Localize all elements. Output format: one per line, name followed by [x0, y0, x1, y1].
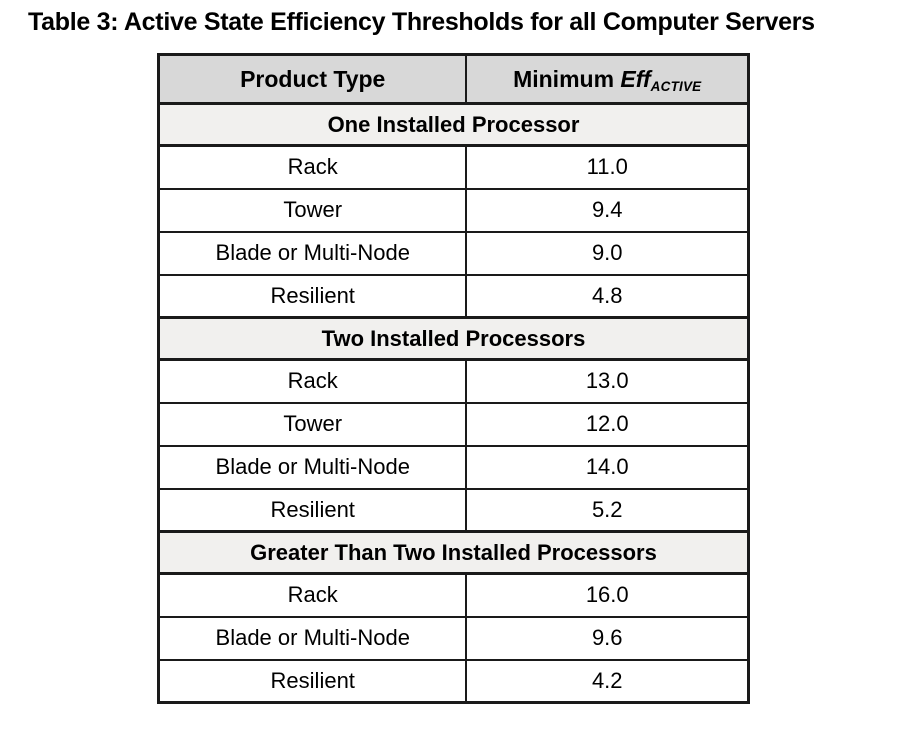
minimum-eff-value-cell: 12.0 — [465, 401, 750, 447]
product-type-cell: Rack — [157, 144, 468, 190]
product-type-cell: Blade or Multi-Node — [157, 615, 468, 661]
minimum-eff-value-cell: 9.4 — [465, 187, 750, 233]
page-title: Table 3: Active State Efficiency Thresho… — [28, 8, 815, 36]
section-header-row: One Installed Processor — [157, 102, 750, 147]
minimum-eff-value-cell: 9.6 — [465, 615, 750, 661]
product-type-cell: Rack — [157, 572, 468, 618]
minimum-eff-value-cell: 9.0 — [465, 230, 750, 276]
table-row: Rack 11.0 — [157, 144, 750, 190]
product-type-cell: Tower — [157, 401, 468, 447]
table-row: Resilient 5.2 — [157, 487, 750, 533]
product-type-cell: Resilient — [157, 273, 468, 319]
eff-label: Eff — [620, 65, 651, 92]
minimum-eff-value-cell: 14.0 — [465, 444, 750, 490]
product-type-cell: Blade or Multi-Node — [157, 230, 468, 276]
minimum-eff-value-cell: 4.2 — [465, 658, 750, 704]
table-row: Resilient 4.8 — [157, 273, 750, 319]
section-header: Greater Than Two Installed Processors — [157, 530, 750, 575]
table-row: Rack 13.0 — [157, 358, 750, 404]
minimum-eff-value-cell: 5.2 — [465, 487, 750, 533]
minimum-eff-value-cell: 13.0 — [465, 358, 750, 404]
minimum-label: Minimum — [513, 65, 621, 92]
table-header-row: Product Type Minimum EffACTIVE — [157, 53, 750, 105]
product-type-cell: Resilient — [157, 658, 468, 704]
table-row: Blade or Multi-Node 9.0 — [157, 230, 750, 276]
section-header: Two Installed Processors — [157, 316, 750, 361]
product-type-cell: Blade or Multi-Node — [157, 444, 468, 490]
efficiency-thresholds-table: Product Type Minimum EffACTIVE One Insta… — [157, 53, 750, 704]
minimum-eff-value-cell: 11.0 — [465, 144, 750, 190]
section-header: One Installed Processor — [157, 102, 750, 147]
minimum-eff-value-cell: 16.0 — [465, 572, 750, 618]
section-header-row: Two Installed Processors — [157, 316, 750, 361]
minimum-eff-value-cell: 4.8 — [465, 273, 750, 319]
table-row: Tower 9.4 — [157, 187, 750, 233]
table-row: Resilient 4.2 — [157, 658, 750, 704]
table-row: Rack 16.0 — [157, 572, 750, 618]
table-row: Tower 12.0 — [157, 401, 750, 447]
table-row: Blade or Multi-Node 9.6 — [157, 615, 750, 661]
product-type-cell: Resilient — [157, 487, 468, 533]
table-row: Blade or Multi-Node 14.0 — [157, 444, 750, 490]
column-header-product-type: Product Type — [157, 53, 468, 105]
column-header-minimum-eff-active: Minimum EffACTIVE — [465, 53, 750, 105]
section-header-row: Greater Than Two Installed Processors — [157, 530, 750, 575]
product-type-cell: Tower — [157, 187, 468, 233]
eff-active-subscript: ACTIVE — [650, 78, 702, 94]
product-type-cell: Rack — [157, 358, 468, 404]
